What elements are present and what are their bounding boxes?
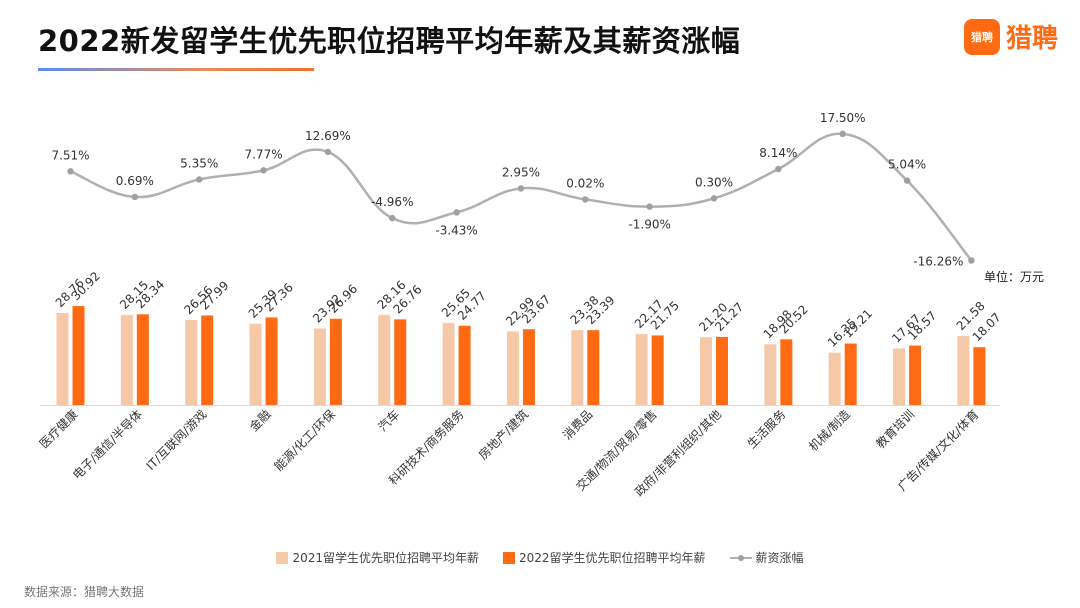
bar-2021-2 — [185, 320, 198, 405]
bar-2022-3 — [265, 317, 278, 405]
growth-point-0 — [67, 168, 74, 175]
bar-2022-4 — [329, 318, 342, 405]
bar-2022-7 — [522, 329, 535, 405]
growth-point-9 — [646, 203, 653, 210]
legend-swatch-2021 — [276, 551, 289, 564]
growth-label-5: -4.96% — [371, 195, 413, 209]
legend-label-2021: 2021留学生优先职位招聘平均年薪 — [292, 551, 479, 565]
legend-label-growth: 薪资涨幅 — [755, 551, 804, 565]
category-label-0: 医疗健康 — [36, 407, 81, 452]
liepin-logo: 猎聘 猎聘 — [963, 18, 1058, 55]
growth-label-1: 0.69% — [116, 174, 154, 188]
growth-point-1 — [131, 193, 139, 201]
logo-badge-icon: 猎聘 — [963, 18, 1000, 55]
growth-label-13: 5.04% — [888, 158, 926, 172]
bar-2021-1 — [120, 314, 133, 405]
title-underline — [38, 68, 314, 71]
growth-point-11 — [775, 165, 782, 173]
bar-2022-11 — [780, 339, 793, 405]
bar-2021-14 — [957, 335, 970, 405]
legend-item-2022: 2022留学生优先职位招聘平均年薪 — [502, 549, 706, 566]
bar-2021-9 — [635, 334, 648, 405]
growth-label-0: 7.51% — [51, 148, 89, 162]
bar-2022-0 — [72, 306, 85, 405]
category-label-7: 房地产/建筑 — [475, 407, 531, 463]
bar-2022-5 — [394, 319, 407, 405]
category-label-11: 生活服务 — [744, 407, 789, 452]
growth-label-3: 7.77% — [244, 147, 282, 161]
growth-point-13 — [903, 177, 911, 184]
bar-2021-11 — [764, 344, 777, 405]
unit-label: 单位：万元 — [984, 270, 1045, 284]
growth-label-6: -3.43% — [435, 223, 477, 237]
legend-label-2022: 2022留学生优先职位招聘平均年薪 — [518, 551, 706, 565]
bar-2021-13 — [893, 348, 906, 405]
growth-label-2: 5.35% — [180, 156, 218, 170]
bar-2022-13 — [909, 345, 922, 405]
bar-2022-14 — [973, 347, 986, 405]
bar-2021-10 — [700, 337, 712, 405]
bar-2021-4 — [313, 328, 326, 405]
legend-item-growth: 薪资涨幅 — [729, 549, 804, 566]
category-label-13: 教育培训 — [873, 407, 918, 452]
bar-2021-12 — [828, 352, 841, 405]
chart-title: 2022新发留学生优先职位招聘平均年薪及其薪资涨幅 — [38, 24, 741, 58]
bar-2021-3 — [249, 323, 262, 405]
bar-2022-10 — [716, 336, 728, 405]
category-label-2: IT/互联网/游戏 — [144, 407, 210, 473]
growth-point-12 — [839, 130, 846, 138]
growth-point-14 — [968, 257, 975, 264]
growth-point-2 — [196, 176, 203, 183]
legend-item-2021: 2021留学生优先职位招聘平均年薪 — [276, 549, 479, 566]
growth-point-5 — [389, 214, 396, 222]
growth-point-6 — [453, 209, 460, 216]
data-source: 数据来源：猎聘大数据 — [24, 585, 145, 599]
growth-label-8: 0.02% — [566, 176, 604, 190]
category-label-3: 金融 — [246, 407, 274, 435]
growth-point-4 — [324, 148, 332, 156]
legend-swatch-growth — [729, 553, 752, 563]
legend-swatch-2022 — [502, 551, 515, 564]
category-label-5: 汽车 — [375, 407, 403, 435]
category-label-1: 电子/通信/半导体 — [70, 407, 145, 482]
category-label-8: 消费品 — [560, 407, 595, 442]
growth-label-4: 12.69% — [305, 129, 351, 143]
bar-2022-12 — [844, 343, 857, 405]
bar-2022-8 — [587, 330, 600, 405]
growth-label-9: -1.90% — [628, 218, 670, 232]
growth-label-12: 17.50% — [820, 111, 866, 125]
category-label-12: 机械/制造 — [805, 407, 852, 454]
growth-label-14: -16.26% — [913, 254, 963, 268]
growth-point-8 — [582, 196, 589, 203]
logo-text: 猎聘 — [1005, 24, 1058, 54]
growth-label-7: 2.95% — [502, 165, 540, 179]
bar-2021-6 — [442, 322, 455, 405]
growth-label-11: 8.14% — [759, 146, 797, 160]
bar-2022-9 — [651, 335, 664, 405]
bar-2021-0 — [56, 312, 69, 405]
bar-2021-5 — [378, 314, 391, 405]
bar-2022-6 — [458, 325, 471, 405]
growth-label-10: 0.30% — [695, 175, 733, 189]
growth-point-3 — [260, 167, 267, 174]
category-label-4: 能源/化工/环保 — [271, 407, 338, 474]
bar-2022-2 — [201, 315, 214, 405]
growth-line — [70, 132, 973, 262]
growth-point-10 — [710, 195, 718, 202]
bar-2021-8 — [571, 330, 584, 405]
growth-point-7 — [517, 185, 525, 192]
bar-2022-1 — [136, 314, 149, 405]
bar-2021-7 — [506, 331, 519, 405]
chart-legend: 2021留学生优先职位招聘平均年薪 2022留学生优先职位招聘平均年薪 薪资涨幅 — [0, 549, 1080, 566]
